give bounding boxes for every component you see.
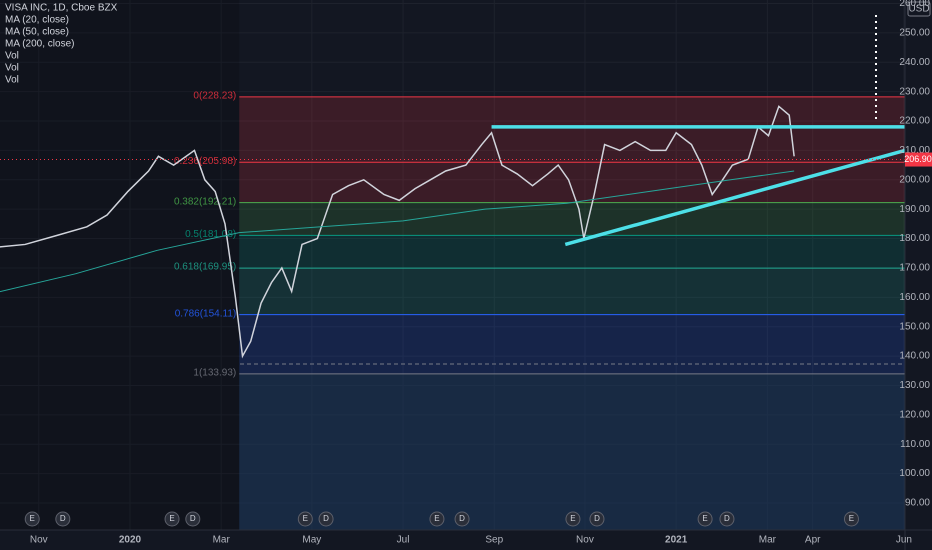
trend-line bbox=[564, 148, 906, 247]
event-marker bbox=[24, 511, 40, 527]
y-tick-label: 120.00 bbox=[899, 409, 930, 420]
x-tick-label: Jul bbox=[397, 535, 410, 546]
y-tick-label: 110.00 bbox=[900, 439, 930, 450]
y-tick-label: 180.00 bbox=[899, 233, 930, 244]
event-label: D bbox=[323, 514, 329, 523]
legend-entry: Vol bbox=[5, 50, 19, 61]
legend-entry: MA (200, close) bbox=[5, 38, 74, 49]
y-tick-label: 250.00 bbox=[899, 28, 930, 39]
y-tick-label: 90.00 bbox=[905, 498, 930, 509]
event-label: E bbox=[570, 514, 575, 523]
last-price-box bbox=[905, 152, 932, 167]
event-marker bbox=[454, 511, 470, 527]
x-tick-label: Nov bbox=[30, 535, 48, 546]
y-tick-label: 140.00 bbox=[899, 351, 930, 362]
x-tick-label: Sep bbox=[485, 535, 503, 546]
y-tick-label: 230.00 bbox=[899, 86, 930, 97]
event-marker bbox=[843, 511, 859, 527]
x-tick-label: Mar bbox=[759, 535, 777, 546]
event-label: E bbox=[702, 514, 707, 523]
event-marker bbox=[589, 511, 605, 527]
event-marker bbox=[719, 511, 735, 527]
price-line bbox=[0, 105, 795, 359]
x-tick-label: Nov bbox=[576, 535, 594, 546]
y-tick-label: 220.00 bbox=[899, 116, 930, 127]
fib-zone bbox=[239, 96, 905, 163]
currency: USD bbox=[908, 4, 929, 15]
y-tick-label: 100.00 bbox=[899, 468, 930, 479]
plot-area: 0(228.23) 0.236(205.98) 0.382(192.21) 0.5(1… bbox=[0, 0, 906, 530]
fib-zone bbox=[239, 235, 905, 269]
event-label: E bbox=[849, 514, 854, 523]
event-marker bbox=[697, 511, 713, 527]
event-label: D bbox=[190, 514, 196, 523]
fib-extension bbox=[239, 373, 905, 530]
event-label: D bbox=[724, 514, 730, 523]
y-tick-label: 190.00 bbox=[899, 204, 930, 215]
x-tick-label: Mar bbox=[213, 535, 231, 546]
legend-entry: MA (20, close) bbox=[5, 14, 69, 25]
event-label: E bbox=[434, 514, 439, 523]
event-marker bbox=[55, 511, 71, 527]
event-label: E bbox=[303, 514, 308, 523]
y-tick-label: 210.00 bbox=[899, 145, 930, 156]
fib-zone bbox=[239, 202, 905, 236]
y-tick-label: 170.00 bbox=[899, 263, 930, 274]
y-tick-label: 160.00 bbox=[899, 292, 930, 303]
legend-entry: VISA INC, 1D, Cboe BZX bbox=[5, 2, 118, 13]
y-tick-label: 240.00 bbox=[899, 57, 930, 68]
legend-entry: Vol bbox=[5, 74, 19, 85]
event-label: D bbox=[459, 514, 465, 523]
event-label: E bbox=[30, 514, 35, 523]
last-price-label: 206.90 bbox=[904, 154, 932, 164]
y-tick-label: 260.00 bbox=[899, 0, 930, 9]
pre-fib-shade bbox=[0, 0, 240, 530]
x-tick-label: Jun bbox=[896, 535, 912, 546]
legend-entry: Vol bbox=[5, 62, 19, 73]
fib-zone bbox=[239, 162, 905, 203]
event-marker bbox=[164, 511, 180, 527]
legend-entry: MA (50, close) bbox=[5, 26, 69, 37]
y-tick-label: 150.00 bbox=[899, 321, 930, 332]
event-marker bbox=[565, 511, 581, 527]
event-marker bbox=[185, 511, 201, 527]
event-marker bbox=[318, 511, 334, 527]
fib-label: 0.5(181.08) bbox=[185, 229, 236, 240]
x-tick-label: May bbox=[302, 535, 321, 546]
x-tick-label: 2020 bbox=[119, 535, 142, 546]
fib-label: 0.382(192.21) bbox=[174, 196, 236, 207]
x-tick-label: 2021 bbox=[665, 535, 688, 546]
fib-label: 0.618(169.95) bbox=[174, 262, 236, 273]
y-tick-label: 200.00 bbox=[899, 174, 930, 185]
y-tick-label: 130.00 bbox=[899, 380, 930, 391]
event-label: D bbox=[594, 514, 600, 523]
fib-zone bbox=[239, 314, 905, 374]
event-marker bbox=[297, 511, 313, 527]
fib-zone bbox=[239, 268, 905, 315]
fib-label: 1(133.93) bbox=[193, 368, 236, 379]
event-marker bbox=[429, 511, 445, 527]
fib-label: 0(228.23) bbox=[193, 91, 236, 102]
x-tick-label: Apr bbox=[805, 535, 821, 546]
fib-label: 0.786(154.11) bbox=[175, 308, 237, 319]
fib-label: 0.236(205.98) bbox=[174, 156, 236, 167]
currency-box bbox=[907, 1, 931, 17]
event-label: D bbox=[60, 514, 66, 523]
price-line bbox=[0, 170, 795, 293]
event-label: E bbox=[169, 514, 174, 523]
